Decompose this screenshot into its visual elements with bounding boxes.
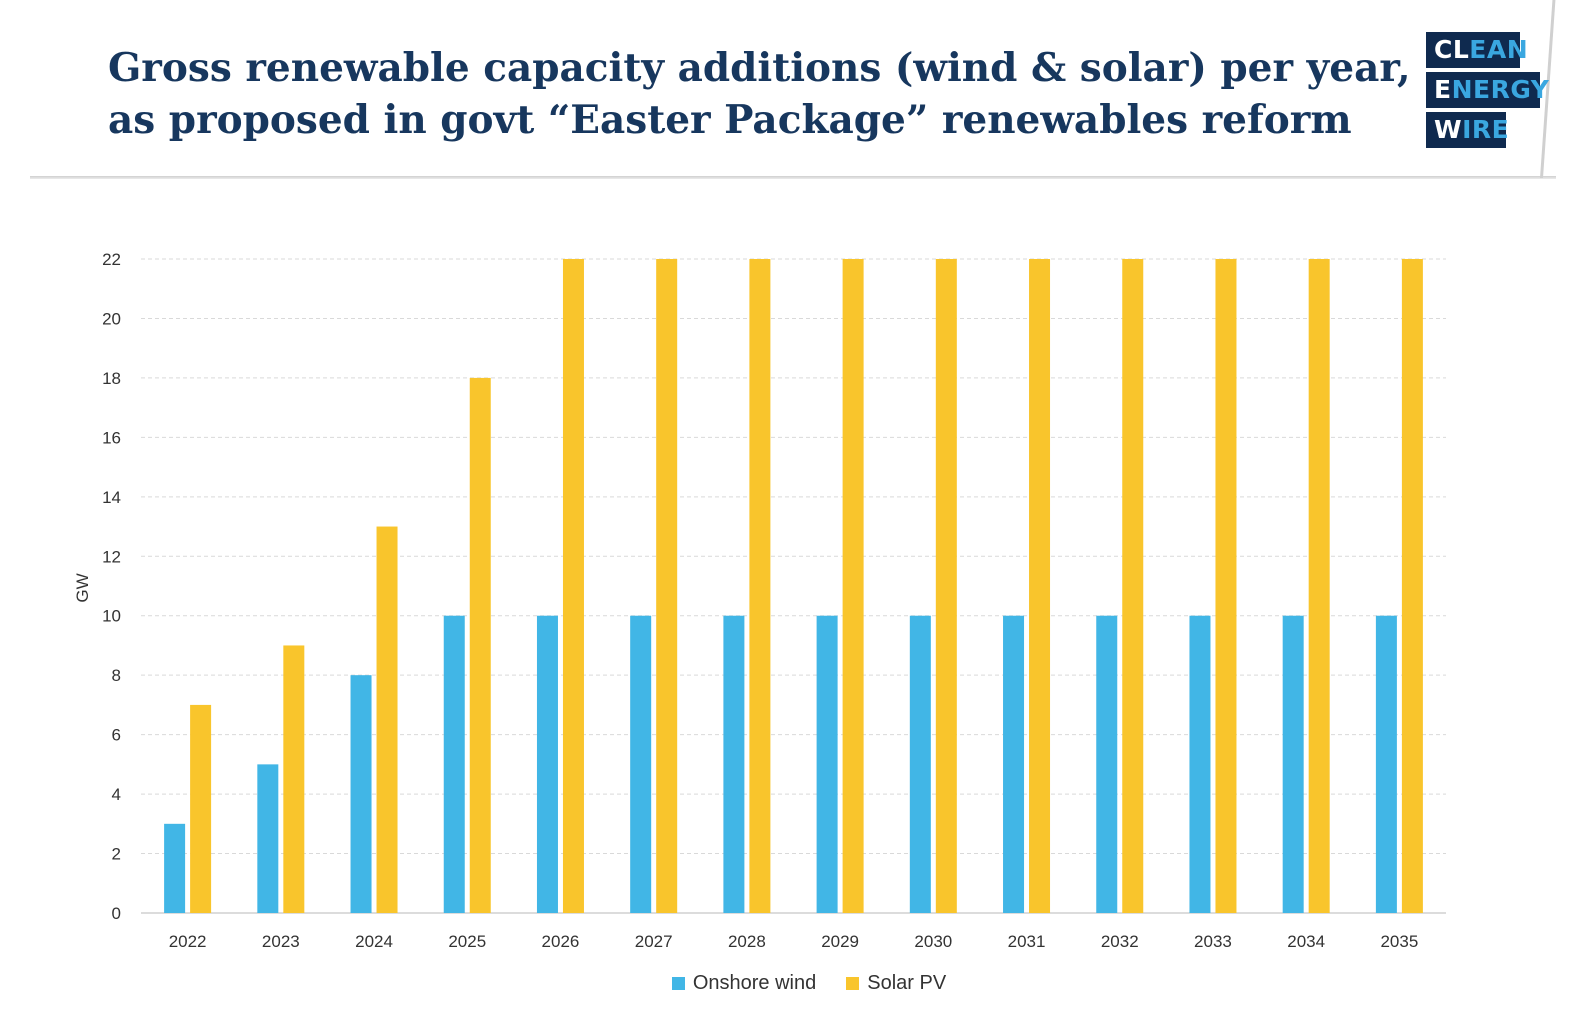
bar-onshore-wind-2032 [1096,615,1118,913]
y-tick-label: 22 [102,250,121,269]
logo-row-wire: WIRE [1426,112,1509,148]
x-tick-label: 2033 [1194,932,1232,951]
bar-solar-pv-2034 [1308,259,1330,913]
bar-solar-pv-2023 [283,645,305,913]
x-tick-label: 2024 [355,932,393,951]
legend-swatch-onshore-wind [671,977,685,990]
y-tick-label: 12 [102,547,121,566]
legend-item-solar-pv: Solar PV [846,972,946,995]
x-tick-label: 2031 [1008,932,1046,951]
y-tick-label: 6 [112,726,121,745]
bar-solar-pv-2025 [469,377,491,914]
y-tick-label: 0 [112,904,121,923]
bar-solar-pv-2030 [935,259,957,913]
x-tick-label: 2029 [821,932,859,951]
bar-solar-pv-2027 [656,259,678,913]
bar-solar-pv-2035 [1401,259,1423,913]
x-tick-labels: 2022 2023 2024 2025 2026 2027 2028 2029 2030 2031… [169,932,1419,951]
title-line-1: Gross renewable capacity additions (wind… [108,45,1411,91]
bar-onshore-wind-2030 [909,615,931,913]
x-tick-label: 2028 [728,932,766,951]
x-tick-label: 2027 [635,932,673,951]
bar-solar-pv-2032 [1122,259,1144,913]
bar-onshore-wind-2027 [630,615,652,913]
legend-label-onshore-wind: Onshore wind [692,972,817,994]
x-tick-label: 2035 [1380,932,1418,951]
header-divider [30,176,1556,179]
bar-solar-pv-2029 [842,259,864,913]
y-tick-label: 16 [102,428,121,447]
x-tick-label: 2023 [262,932,300,951]
logo-row-energy: ENERGY [1426,72,1549,108]
y-tick-label: 14 [102,488,121,507]
y-tick-label: 8 [112,666,121,685]
legend-label-solar-pv: Solar PV [867,972,947,994]
x-tick-label: 2034 [1287,932,1325,951]
legend: Onshore wind Solar PV [0,972,1588,995]
y-tick-label: 2 [112,845,121,864]
title-line-2: as proposed in govt “Easter Package” ren… [108,97,1352,143]
header-card [0,0,1556,176]
y-axis-title: GW [73,573,92,602]
bar-solar-pv-2024 [376,526,398,913]
bars [164,259,1423,914]
bar-onshore-wind-2024 [350,675,372,913]
clean-energy-wire-logo: CLEAN ENERGY WIRE [1426,32,1549,152]
bar-onshore-wind-2023 [257,764,279,913]
bar-onshore-wind-2034 [1282,615,1304,913]
bar-onshore-wind-2022 [164,823,186,913]
bar-onshore-wind-2025 [443,615,465,913]
bar-onshore-wind-2029 [816,615,838,913]
y-tick-label: 4 [112,785,121,804]
bar-onshore-wind-2026 [536,615,558,913]
bar-solar-pv-2022 [190,704,212,913]
x-tick-label: 2026 [542,932,580,951]
grid-lines [141,258,1446,914]
x-tick-label: 2032 [1101,932,1139,951]
y-tick-label: 10 [102,607,121,626]
bar-onshore-wind-2028 [723,615,745,913]
legend-swatch-solar-pv [846,977,860,990]
legend-item-onshore-wind: Onshore wind [671,972,817,995]
bar-solar-pv-2033 [1215,259,1237,913]
y-tick-labels: 0 2 4 6 8 10 12 14 16 18 20 22 [102,250,121,923]
y-tick-label: 18 [102,369,121,388]
bar-solar-pv-2031 [1029,259,1051,913]
logo-row-clean: CLEAN [1426,32,1528,68]
y-tick-label: 20 [102,309,121,328]
bar-onshore-wind-2035 [1375,615,1397,913]
bar-onshore-wind-2031 [1003,615,1025,913]
bar-solar-pv-2026 [562,259,584,913]
bar-onshore-wind-2033 [1189,615,1211,913]
x-tick-label: 2030 [914,932,952,951]
bar-solar-pv-2028 [749,259,771,913]
x-tick-label: 2025 [448,932,486,951]
x-tick-label: 2022 [169,932,207,951]
chart-title: Gross renewable capacity additions (wind… [108,42,1411,146]
